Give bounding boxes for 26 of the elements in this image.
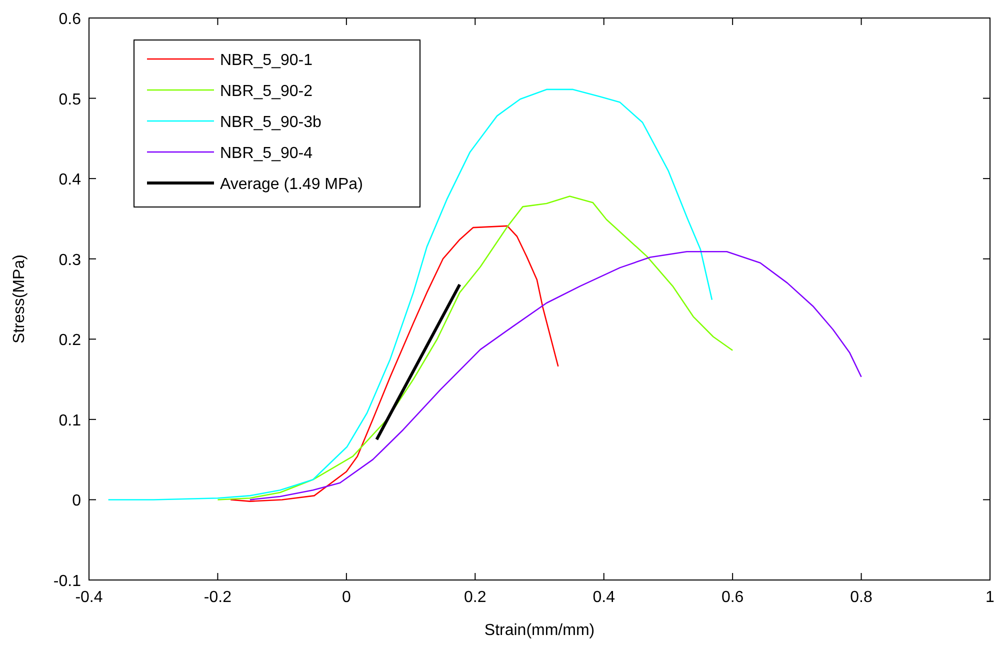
legend-label: NBR_5_90-4: [220, 145, 313, 162]
y-tick-label: 0.5: [58, 91, 82, 108]
x-tick-label: -0.2: [204, 589, 232, 606]
y-tick-label: -0.1: [53, 573, 82, 590]
x-tick-label: 1: [986, 589, 995, 606]
legend-label: NBR_5_90-3b: [220, 114, 322, 131]
line-series: [249, 250, 862, 500]
y-tick-label: 0.6: [58, 11, 82, 28]
x-axis-title: Strain(mm/mm): [484, 622, 595, 639]
y-tick-label: 0: [72, 492, 82, 510]
x-tick-label: 0.2: [464, 589, 486, 606]
x-tick-label: 0.6: [721, 589, 744, 606]
y-tick-label: 0.4: [58, 172, 82, 189]
y-tick-label: 0.3: [58, 252, 82, 269]
x-tick-label: -0.4: [75, 589, 103, 606]
legend-label: NBR_5_90-1: [220, 52, 313, 69]
x-tick-label: 0.4: [592, 589, 616, 606]
x-tick-label: 0: [342, 589, 351, 606]
y-axis-title: Stress(MPa): [11, 254, 28, 344]
legend-label: Average (1.49 MPa): [220, 176, 363, 193]
line-series: [217, 196, 734, 500]
legend-label: NBR_5_90-2: [220, 83, 313, 100]
y-tick-label: 0.1: [58, 412, 82, 430]
line-series: [230, 225, 559, 502]
x-tick-label: 0.8: [850, 589, 873, 606]
y-tick-label: 0.2: [58, 332, 82, 350]
